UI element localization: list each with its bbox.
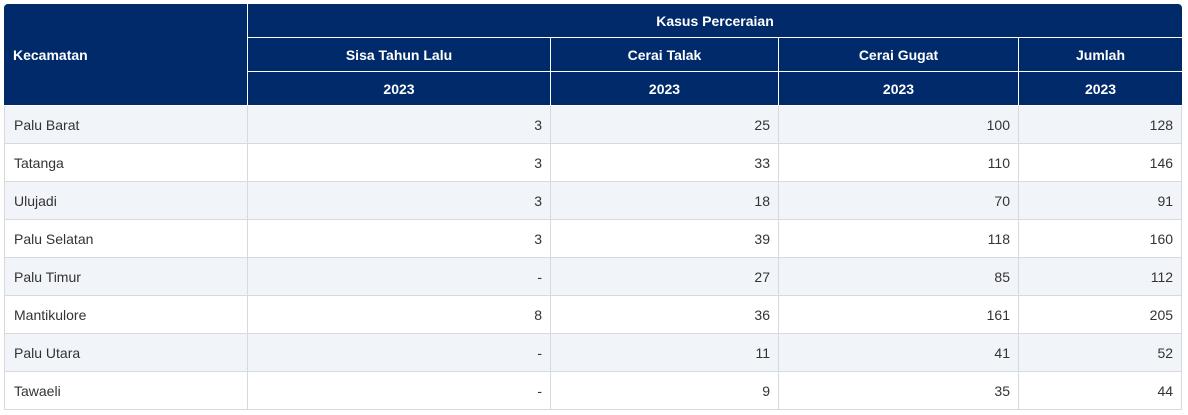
cell-cerai-gugat: 100 bbox=[779, 106, 1019, 144]
table-row: Ulujadi 3 18 70 91 bbox=[4, 182, 1183, 220]
divorce-cases-table: Kecamatan Kasus Perceraian Sisa Tahun La… bbox=[4, 4, 1183, 410]
cell-cerai-talak: 39 bbox=[551, 220, 779, 258]
cell-jumlah: 91 bbox=[1019, 182, 1183, 220]
cell-kecamatan: Mantikulore bbox=[4, 296, 248, 334]
table-row: Palu Timur - 27 85 112 bbox=[4, 258, 1183, 296]
cell-cerai-talak: 33 bbox=[551, 144, 779, 182]
cell-jumlah: 160 bbox=[1019, 220, 1183, 258]
cell-cerai-gugat: 70 bbox=[779, 182, 1019, 220]
cell-jumlah: 52 bbox=[1019, 334, 1183, 372]
cell-kecamatan: Palu Barat bbox=[4, 106, 248, 144]
cell-sisa-tahun-lalu: 3 bbox=[248, 106, 551, 144]
cell-jumlah: 146 bbox=[1019, 144, 1183, 182]
cell-cerai-gugat: 35 bbox=[779, 372, 1019, 410]
cell-cerai-talak: 18 bbox=[551, 182, 779, 220]
cell-cerai-talak: 25 bbox=[551, 106, 779, 144]
cell-kecamatan: Tatanga bbox=[4, 144, 248, 182]
cell-kecamatan: Palu Timur bbox=[4, 258, 248, 296]
cell-cerai-gugat: 85 bbox=[779, 258, 1019, 296]
table-row: Palu Barat 3 25 100 128 bbox=[4, 106, 1183, 144]
column-header-jumlah[interactable]: Jumlah bbox=[1019, 38, 1183, 72]
table-row: Mantikulore 8 36 161 205 bbox=[4, 296, 1183, 334]
table-row: Palu Selatan 3 39 118 160 bbox=[4, 220, 1183, 258]
cell-cerai-gugat: 41 bbox=[779, 334, 1019, 372]
column-header-kecamatan[interactable]: Kecamatan bbox=[4, 4, 248, 106]
cell-sisa-tahun-lalu: - bbox=[248, 372, 551, 410]
cell-sisa-tahun-lalu: - bbox=[248, 258, 551, 296]
column-header-sisa-tahun-lalu[interactable]: Sisa Tahun Lalu bbox=[248, 38, 551, 72]
data-table-container: Kecamatan Kasus Perceraian Sisa Tahun La… bbox=[4, 4, 1183, 410]
cell-kecamatan: Ulujadi bbox=[4, 182, 248, 220]
table-row: Tatanga 3 33 110 146 bbox=[4, 144, 1183, 182]
cell-jumlah: 128 bbox=[1019, 106, 1183, 144]
cell-sisa-tahun-lalu: 3 bbox=[248, 220, 551, 258]
cell-cerai-talak: 9 bbox=[551, 372, 779, 410]
column-header-cerai-talak[interactable]: Cerai Talak bbox=[551, 38, 779, 72]
year-header: 2023 bbox=[1019, 72, 1183, 106]
cell-cerai-gugat: 118 bbox=[779, 220, 1019, 258]
cell-cerai-talak: 27 bbox=[551, 258, 779, 296]
table-body: Palu Barat 3 25 100 128 Tatanga 3 33 110… bbox=[4, 106, 1183, 410]
column-group-header: Kasus Perceraian bbox=[248, 4, 1183, 38]
cell-sisa-tahun-lalu: 3 bbox=[248, 144, 551, 182]
year-header: 2023 bbox=[551, 72, 779, 106]
cell-kecamatan: Palu Utara bbox=[4, 334, 248, 372]
year-header: 2023 bbox=[779, 72, 1019, 106]
cell-jumlah: 44 bbox=[1019, 372, 1183, 410]
year-header: 2023 bbox=[248, 72, 551, 106]
cell-cerai-gugat: 161 bbox=[779, 296, 1019, 334]
cell-cerai-talak: 36 bbox=[551, 296, 779, 334]
cell-jumlah: 112 bbox=[1019, 258, 1183, 296]
column-header-cerai-gugat[interactable]: Cerai Gugat bbox=[779, 38, 1019, 72]
table-row: Tawaeli - 9 35 44 bbox=[4, 372, 1183, 410]
table-header: Kecamatan Kasus Perceraian Sisa Tahun La… bbox=[4, 4, 1183, 106]
cell-sisa-tahun-lalu: - bbox=[248, 334, 551, 372]
cell-kecamatan: Tawaeli bbox=[4, 372, 248, 410]
cell-jumlah: 205 bbox=[1019, 296, 1183, 334]
table-row: Palu Utara - 11 41 52 bbox=[4, 334, 1183, 372]
cell-cerai-gugat: 110 bbox=[779, 144, 1019, 182]
cell-sisa-tahun-lalu: 8 bbox=[248, 296, 551, 334]
cell-sisa-tahun-lalu: 3 bbox=[248, 182, 551, 220]
cell-cerai-talak: 11 bbox=[551, 334, 779, 372]
cell-kecamatan: Palu Selatan bbox=[4, 220, 248, 258]
